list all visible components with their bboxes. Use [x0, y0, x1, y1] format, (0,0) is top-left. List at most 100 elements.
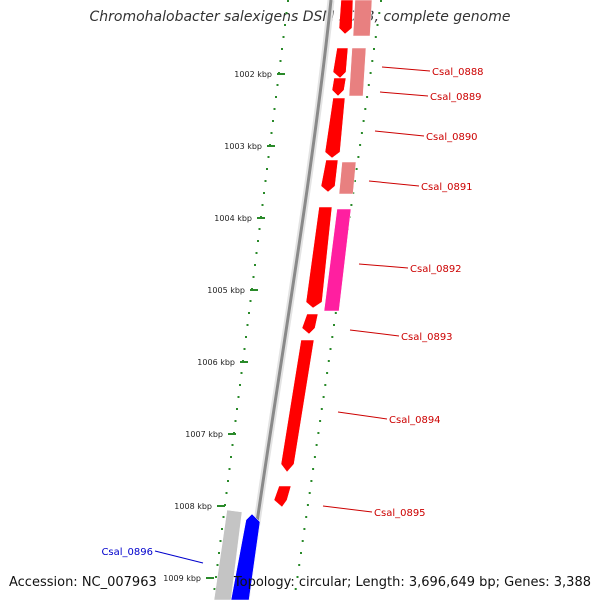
gc-dots-outer: [367, 84, 370, 86]
gene-features: [213, 0, 373, 600]
gene-leader-line: [349, 329, 400, 337]
gc-dots-outer: [306, 504, 309, 506]
gc-dots-outer: [320, 408, 323, 410]
gc-dots-inner: [282, 36, 285, 38]
reverse-cds: [352, 0, 373, 37]
gc-dots-inner: [218, 552, 220, 554]
ruler-label: 1007 kbp: [185, 430, 223, 439]
forward-cds: [273, 485, 292, 508]
gene-label-csal_0889[interactable]: Csal_0889: [430, 92, 482, 103]
gc-dots-outer: [298, 564, 301, 566]
ruler-label: 1008 kbp: [174, 502, 212, 511]
gc-dots-outer: [310, 480, 313, 482]
gc-dots-inner: [225, 492, 228, 494]
gene-leader-line: [381, 66, 431, 72]
gc-dots-inner: [257, 240, 259, 242]
forward-cds: [301, 313, 319, 335]
gc-dots-outer: [380, 0, 382, 2]
ruler-label: 1004 kbp: [214, 214, 252, 223]
gc-dots-inner: [275, 96, 277, 98]
gc-dots-inner: [248, 312, 250, 314]
gc-dots-inner: [234, 420, 237, 422]
gc-dots-inner: [273, 108, 276, 110]
gene-leader-line: [322, 505, 373, 513]
gc-dots-outer: [322, 396, 325, 398]
reverse-cds: [323, 208, 352, 312]
reverse-cds: [230, 513, 261, 600]
gc-dots-inner: [285, 12, 288, 14]
ruler-label: 1006 kbp: [197, 358, 235, 367]
gc-dots-outer: [371, 60, 374, 62]
map-title: Chromohalobacter salexigens DSM 3043, co…: [89, 9, 511, 25]
forward-cds: [320, 159, 339, 193]
gene-label-csal_0892[interactable]: Csal_0892: [410, 264, 462, 275]
ruler-tick: [277, 73, 285, 75]
forward-cds: [338, 0, 354, 35]
gc-dots-inner: [264, 180, 267, 182]
gc-dots-inner: [213, 588, 216, 590]
gc-dots-outer: [315, 444, 318, 446]
gc-dots-outer: [303, 528, 306, 530]
gc-dots-outer: [300, 552, 302, 554]
gc-dots-inner: [267, 156, 270, 158]
gc-dots-inner: [249, 300, 252, 302]
gc-dots-outer: [317, 432, 320, 434]
gene-label-csal_0888[interactable]: Csal_0888: [432, 67, 484, 78]
gc-dots-inner: [281, 48, 283, 50]
gc-dots-outer: [313, 456, 316, 458]
gc-dots-inner: [230, 456, 232, 458]
gc-dots-outer: [294, 588, 297, 590]
ruler-label: 1003 kbp: [224, 142, 262, 151]
gc-dots-inner: [239, 384, 241, 386]
gc-dots-outer: [319, 420, 322, 422]
gc-dots-inner: [254, 264, 256, 266]
gene-label-csal_0891[interactable]: Csal_0891: [421, 182, 473, 193]
gc-dots-outer: [373, 48, 375, 50]
gc-dots-inner: [237, 396, 240, 398]
gene-leader-line: [368, 180, 420, 187]
gc-dots-inner: [228, 468, 231, 470]
gene-leader-line: [374, 130, 425, 137]
gene-label-csal_0893[interactable]: Csal_0893: [401, 332, 453, 343]
gc-dots-outer: [355, 168, 358, 170]
gc-dots-inner: [266, 168, 268, 170]
genome-summary-text: Topology: circular; Length: 3,696,649 bp…: [233, 575, 591, 590]
forward-cds: [324, 97, 346, 159]
gc-dots-inner: [215, 576, 217, 578]
forward-cds: [305, 206, 333, 309]
accession-text: Accession: NC_007963: [9, 575, 157, 590]
gc-dots-outer: [364, 108, 367, 110]
reverse-cds: [213, 509, 243, 600]
gc-dots-outer: [378, 12, 381, 14]
gene-leader-line: [379, 91, 429, 97]
gc-dots-outer: [324, 384, 327, 386]
gc-dots-inner: [263, 192, 265, 194]
ruler-tick: [206, 577, 214, 579]
ruler-tick: [250, 289, 258, 291]
gene-label-csal_0894[interactable]: Csal_0894: [389, 415, 441, 426]
kbp-ruler: 1002 kbp 1003 kbp 1004 kbp 1005 kbp 1006 kbp…: [163, 70, 285, 583]
ruler-label: 1009 kbp: [163, 574, 201, 583]
gc-dots-outer: [374, 36, 377, 38]
gc-dots-inner: [261, 204, 264, 206]
gene-label-csal_0896[interactable]: Csal_0896: [101, 547, 153, 558]
gc-dots-inner: [246, 324, 249, 326]
gc-dots-outer: [376, 24, 379, 26]
gc-dots-inner: [231, 444, 234, 446]
gc-dots-inner: [272, 120, 274, 122]
gc-dots-outer: [301, 540, 304, 542]
gene-labels: Csal_0888 Csal_0889 Csal_0890 Csal_0891 Csal…: [101, 66, 484, 564]
gc-dots-inner: [284, 24, 286, 26]
gc-dots-inner: [240, 372, 243, 374]
ruler-label: 1002 kbp: [234, 70, 272, 79]
gene-label-csal_0890[interactable]: Csal_0890: [426, 132, 478, 143]
gene-label-csal_0895[interactable]: Csal_0895: [374, 508, 426, 519]
gc-dots-inner: [236, 408, 238, 410]
gc-dots-outer: [359, 144, 362, 146]
gc-dots-inner: [252, 276, 255, 278]
gc-dots-inner: [227, 480, 229, 482]
reverse-cds: [348, 47, 367, 97]
gene-leader-line: [358, 263, 409, 269]
